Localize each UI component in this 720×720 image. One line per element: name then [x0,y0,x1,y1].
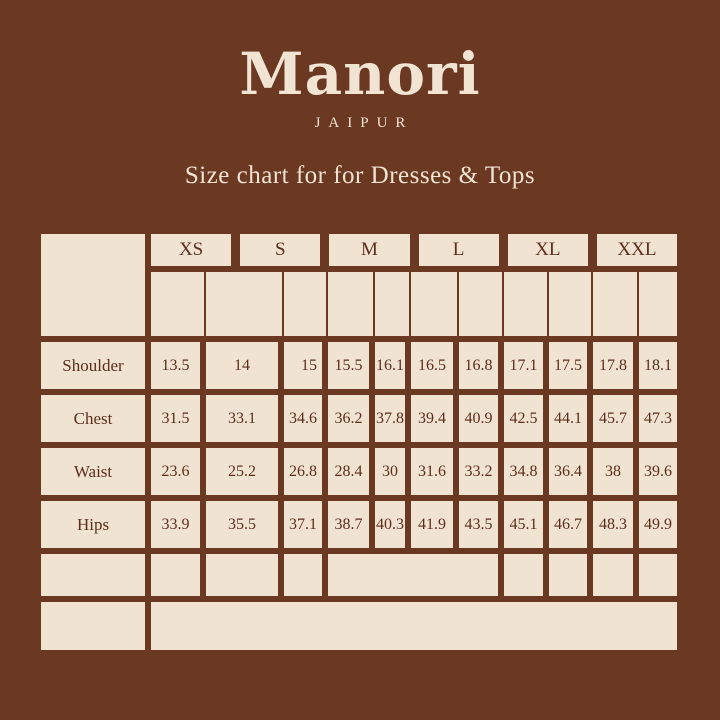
empty-subcolumn-cell [206,272,282,336]
empty-cell [206,554,278,596]
row-label-waist: Waist [41,448,145,495]
empty-cell [151,554,200,596]
empty-bottom-merged-cell [151,602,677,650]
shoulder-value: 17.8 [593,342,633,389]
shoulder-value: 16.1 [375,342,405,389]
hips-value: 48.3 [593,501,633,548]
size-chart-grid: XS S M L XL XXL Shoulder 13.5 14 15 [35,228,683,656]
empty-subcolumn-cell [151,272,204,336]
shoulder-value: 14 [206,342,278,389]
shoulder-value: 13.5 [151,342,200,389]
brand-header: Manori JAIPUR [0,0,720,132]
chest-value: 36.2 [328,395,369,442]
size-header-xs: XS [151,234,232,266]
chest-value: 47.3 [639,395,677,442]
empty-subcolumn-cell [504,272,547,336]
chest-value: 39.4 [411,395,453,442]
shoulder-value: 16.5 [411,342,453,389]
chest-value: 33.1 [206,395,278,442]
waist-value: 26.8 [284,448,322,495]
hips-value: 33.9 [151,501,200,548]
empty-subcolumn-cell [459,272,502,336]
size-header-l: L [418,234,499,266]
hips-value: 45.1 [504,501,543,548]
brand-city-text: JAIPUR [314,114,414,131]
hips-value: 35.5 [206,501,278,548]
shoulder-value: 17.1 [504,342,543,389]
chest-value: 34.6 [284,395,322,442]
chest-value: 37.8 [375,395,405,442]
size-header-m: M [329,234,410,266]
hips-value: 37.1 [284,501,322,548]
empty-cell [41,602,145,650]
waist-value: 33.2 [459,448,498,495]
shoulder-value: 17.5 [549,342,587,389]
hips-value: 43.5 [459,501,498,548]
empty-cell [549,554,587,596]
empty-subcolumn-cell [593,272,637,336]
size-chart-table: XS S M L XL XXL Shoulder 13.5 14 15 [35,228,683,656]
brand-logo-text: Manori [239,40,481,108]
hips-value: 40.3 [375,501,405,548]
empty-cell [41,554,145,596]
chest-value: 45.7 [593,395,633,442]
empty-cell [504,554,543,596]
row-label-chest: Chest [41,395,145,442]
hips-value: 38.7 [328,501,369,548]
chest-value: 42.5 [504,395,543,442]
waist-value: 30 [375,448,405,495]
row-label-shoulder: Shoulder [41,342,145,389]
page-title: Size chart for for Dresses & Tops [184,161,536,189]
size-header-xl: XL [507,234,588,266]
hips-value: 46.7 [549,501,587,548]
corner-cell [41,234,145,336]
shoulder-value: 18.1 [639,342,677,389]
empty-merged-cell [328,554,498,596]
chest-value: 40.9 [459,395,498,442]
row-label-hips: Hips [41,501,145,548]
hips-value: 49.9 [639,501,677,548]
shoulder-value: 15.5 [328,342,369,389]
empty-subcolumn-cell [284,272,326,336]
empty-subcolumn-cell [328,272,373,336]
waist-value: 34.8 [504,448,543,495]
empty-cell [639,554,677,596]
chest-value: 44.1 [549,395,587,442]
empty-subcolumn-cell [549,272,591,336]
size-header-xxl: XXL [596,234,678,266]
waist-value: 25.2 [206,448,278,495]
waist-value: 23.6 [151,448,200,495]
waist-value: 38 [593,448,633,495]
shoulder-value: 15 [284,342,322,389]
waist-value: 36.4 [549,448,587,495]
empty-subcolumn-cell [639,272,677,336]
size-header-s: S [240,234,321,266]
hips-value: 41.9 [411,501,453,548]
chest-value: 31.5 [151,395,200,442]
waist-value: 31.6 [411,448,453,495]
waist-value: 28.4 [328,448,369,495]
empty-cell [593,554,633,596]
shoulder-value: 16.8 [459,342,498,389]
empty-cell [284,554,322,596]
size-header-row: XS S M L XL XXL [151,234,678,266]
waist-value: 39.6 [639,448,677,495]
empty-subcolumn-cell [375,272,409,336]
empty-subcolumn-cell [411,272,457,336]
